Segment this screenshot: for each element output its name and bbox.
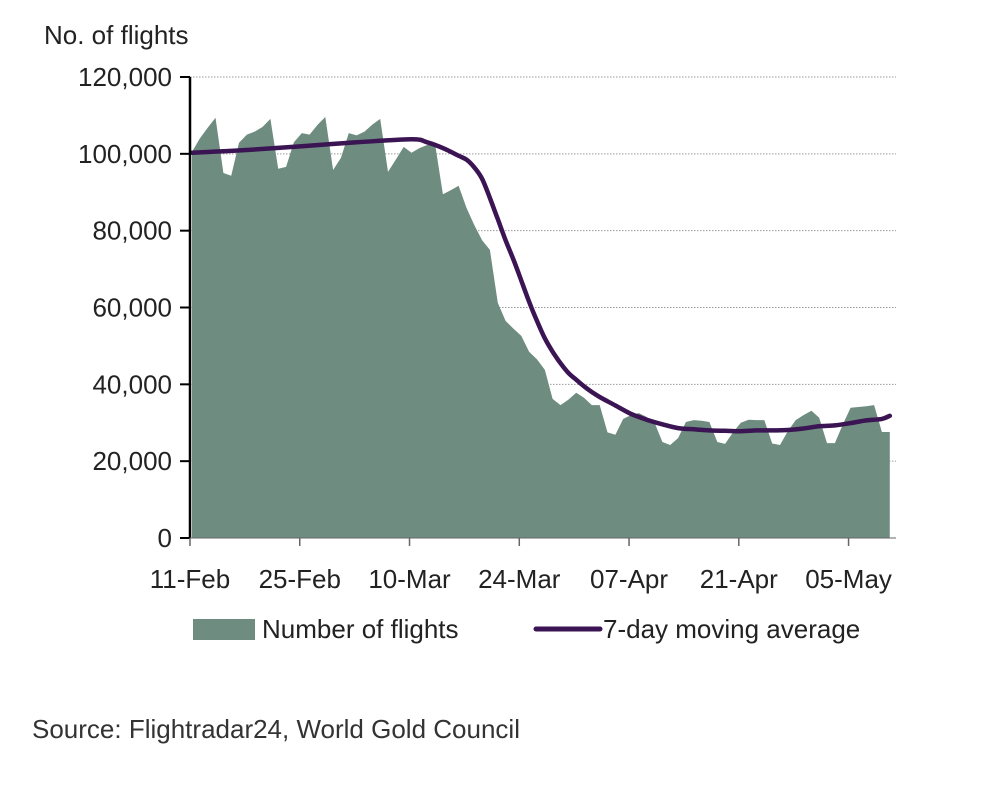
y-tick-label: 20,000 (92, 446, 172, 476)
flights-area-layer (192, 117, 890, 538)
legend-label-moving-average: 7-day moving average (603, 614, 860, 644)
y-axis-title: No. of flights (44, 20, 189, 50)
y-tick-label: 0 (158, 523, 172, 553)
x-tick-label: 25-Feb (259, 564, 341, 594)
x-tick-label: 07-Apr (590, 564, 668, 594)
y-tick-label: 100,000 (78, 139, 172, 169)
y-tick-label: 120,000 (78, 62, 172, 92)
y-tick-label: 40,000 (92, 369, 172, 399)
moving-average-layer (189, 136, 893, 434)
flights-area (192, 117, 890, 538)
moving-average-line (189, 136, 893, 434)
legend: Number of flights 7-day moving average (193, 614, 860, 644)
x-axis-ticks: 11-Feb 25-Feb 10-Mar 24-Mar 07-Apr 21-Apr 05-M… (150, 538, 892, 594)
y-tick-label: 80,000 (92, 216, 172, 246)
legend-swatch-flights (193, 619, 255, 640)
y-tick-label: 60,000 (92, 293, 172, 323)
x-tick-label: 10-Mar (368, 564, 451, 594)
x-tick-label: 05-May (805, 564, 892, 594)
x-tick-label: 11-Feb (150, 564, 230, 594)
legend-label-flights: Number of flights (262, 614, 459, 644)
y-axis-ticks: 0 20,000 40,000 60,000 80,000 100,000 120,000 (78, 62, 190, 553)
x-tick-label: 24-Mar (478, 564, 561, 594)
x-tick-label: 21-Apr (700, 564, 778, 594)
flights-chart: No. of flights 0 20,000 40,000 60,000 80,000… (44, 20, 896, 644)
source-note: Source: Flightradar24, World Gold Counci… (32, 714, 520, 744)
